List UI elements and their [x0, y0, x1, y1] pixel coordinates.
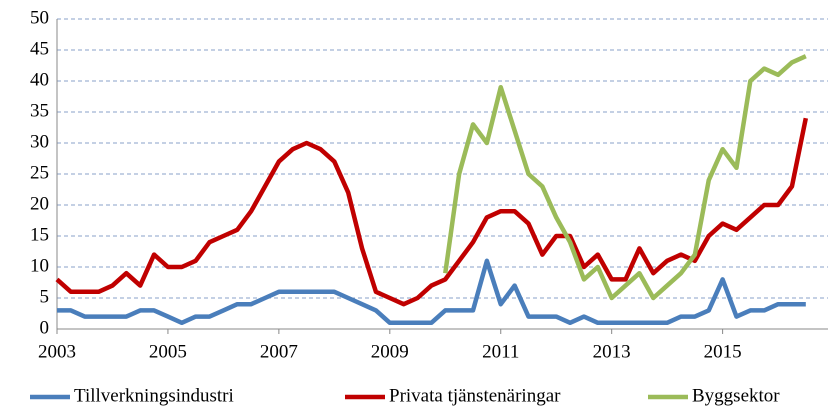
y-tick-label: 20 [30, 193, 49, 214]
legend-label: Byggsektor [692, 385, 780, 406]
series-line [57, 258, 806, 326]
x-tick-label: 2009 [371, 341, 409, 362]
y-tick-label: 10 [30, 255, 49, 276]
legend-label: Tillverkningsindustri [74, 385, 234, 406]
y-tick-label: 35 [30, 100, 49, 121]
series-line [55, 117, 809, 307]
y-tick-label: 50 [30, 7, 49, 28]
y-tick-label: 15 [30, 224, 49, 245]
y-tick-label: 40 [30, 69, 49, 90]
y-tick-label: 0 [40, 317, 50, 338]
x-tick-label: 2015 [704, 341, 742, 362]
x-tick-label: 2011 [482, 341, 519, 362]
x-tick-label: 2013 [593, 341, 631, 362]
x-tick-label: 2005 [149, 341, 187, 362]
y-tick-label: 30 [30, 131, 49, 152]
legend-label: Privata tjänstenäringar [389, 385, 561, 406]
y-tick-label: 25 [30, 162, 49, 183]
y-tick-label: 5 [40, 286, 50, 307]
x-tick-label: 2003 [38, 341, 76, 362]
x-tick-label: 2007 [260, 341, 298, 362]
y-tick-label: 45 [30, 38, 49, 59]
series-line [443, 54, 807, 301]
